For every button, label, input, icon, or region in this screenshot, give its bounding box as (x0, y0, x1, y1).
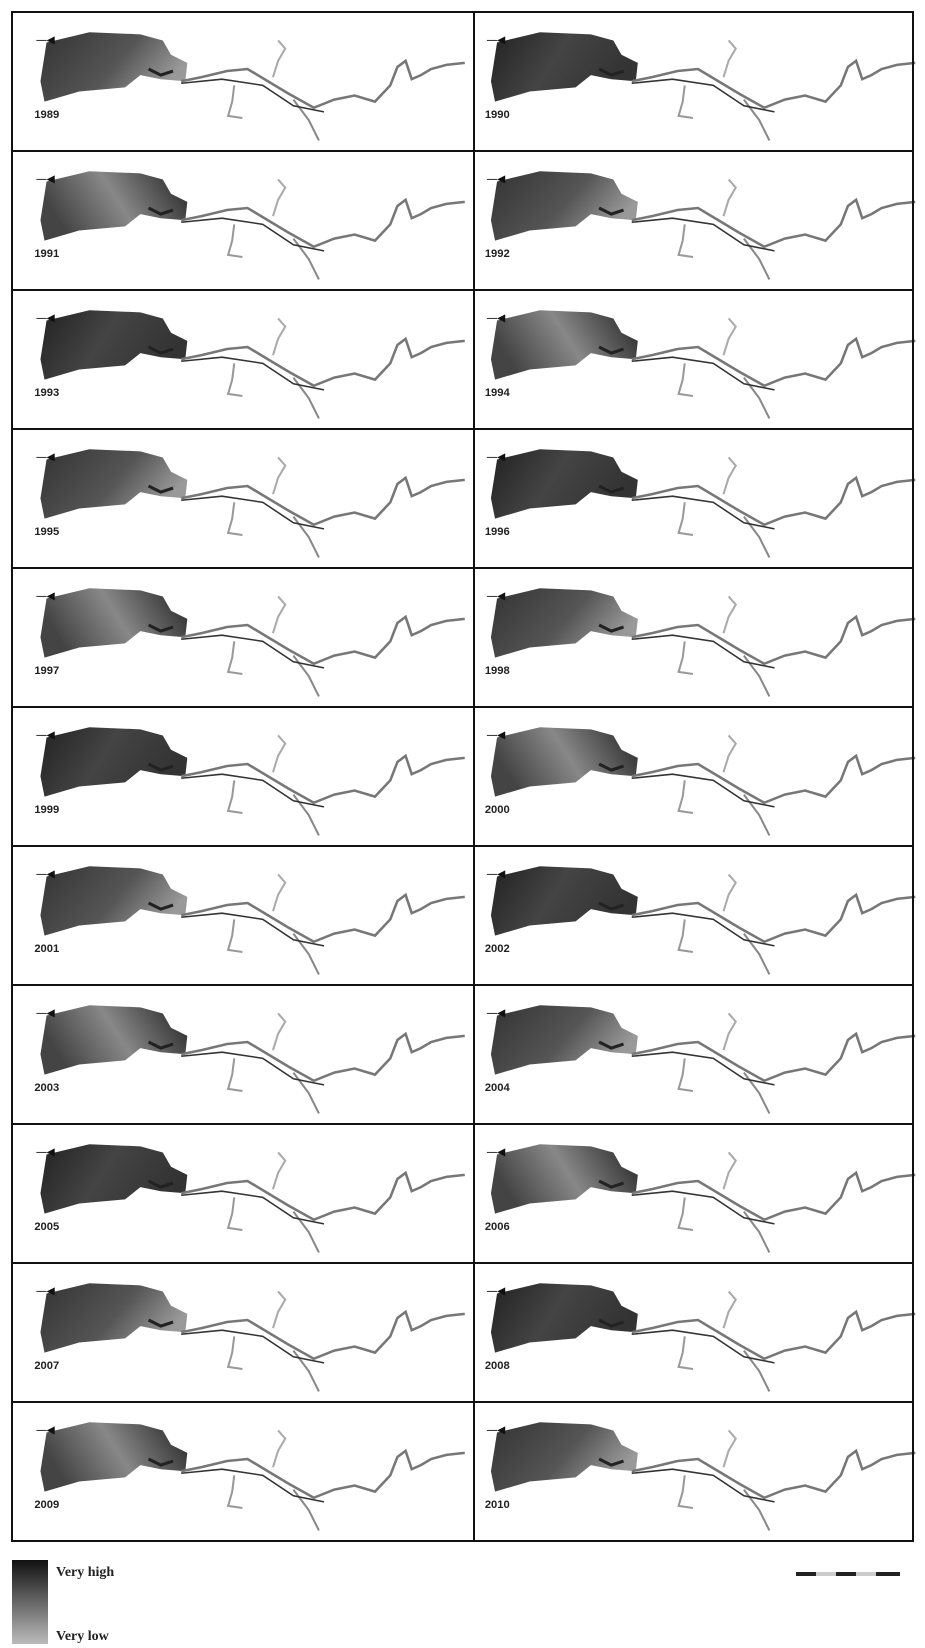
map-panel: 1999 (34, 727, 464, 835)
lake-shape (491, 1144, 638, 1213)
year-label: 2008 (485, 1360, 510, 1372)
year-label: 2006 (485, 1221, 510, 1233)
map-panel: 1990 (485, 32, 915, 140)
lake-shape (491, 727, 638, 796)
year-label: 2010 (485, 1499, 510, 1511)
year-label: 2009 (34, 1499, 59, 1511)
year-label: 2000 (485, 804, 510, 816)
year-label: 1989 (34, 109, 59, 121)
lake-shape (491, 310, 638, 379)
year-label: 1994 (485, 387, 511, 399)
lake-shape (491, 171, 638, 240)
map-panel: 2007 (34, 1283, 464, 1391)
page: 1989 1990 1991 1992 1993 1994 1995 1996 1997 1998… (0, 0, 925, 1648)
year-label: 1996 (485, 526, 510, 538)
year-label: 1991 (34, 248, 59, 260)
map-panel: 2002 (485, 866, 915, 974)
lake-shape (491, 1283, 638, 1352)
lake-shape (40, 588, 187, 657)
map-panel: 2008 (485, 1283, 915, 1391)
year-label: 1990 (485, 109, 510, 121)
map-panel: 1992 (485, 171, 915, 279)
legend-high: Very high (56, 1565, 114, 1580)
year-label: 1999 (34, 804, 59, 816)
lake-shape (40, 1283, 187, 1352)
map-panel: 1993 (34, 310, 464, 418)
map-panel: 1989 (34, 32, 464, 140)
year-label: 2002 (485, 943, 510, 955)
lake-shape (40, 1005, 187, 1074)
year-label: 1997 (34, 665, 59, 677)
year-label: 1992 (485, 248, 510, 260)
scale-bar (796, 1572, 900, 1576)
map-panel: 1994 (485, 310, 915, 418)
lake-shape (491, 449, 638, 518)
panel-grid: 1989 1990 1991 1992 1993 1994 1995 1996 1997 1998… (12, 32, 915, 1530)
map-panel: 2009 (34, 1422, 464, 1530)
map-panel: 2004 (485, 1005, 915, 1113)
map-panel: 1998 (485, 588, 915, 696)
lake-shape (491, 866, 638, 935)
map-panel: 2010 (485, 1422, 915, 1530)
year-label: 2003 (34, 1082, 59, 1094)
year-label: 1993 (34, 387, 59, 399)
map-panel: 1991 (34, 171, 464, 279)
lake-shape (491, 1005, 638, 1074)
legend-low: Very low (56, 1629, 110, 1644)
year-label: 2004 (485, 1082, 511, 1094)
lake-shape (40, 310, 187, 379)
year-label: 2005 (34, 1221, 59, 1233)
map-panel: 2005 (34, 1144, 464, 1252)
map-panel: 2006 (485, 1144, 915, 1252)
year-label: 2001 (34, 943, 59, 955)
lake-shape (40, 449, 187, 518)
lake-shape (40, 32, 187, 101)
lake-shape (491, 588, 638, 657)
lake-shape (40, 171, 187, 240)
lake-shape (40, 1144, 187, 1213)
lake-shape (491, 1422, 638, 1491)
lake-shape (491, 32, 638, 101)
legend-ramp (12, 1560, 48, 1644)
lake-shape (40, 727, 187, 796)
map-panel: 1995 (34, 449, 464, 557)
map-panel: 1997 (34, 588, 464, 696)
map-panel: 2000 (485, 727, 915, 835)
map-panel: 2001 (34, 866, 464, 974)
figure: 1989 1990 1991 1992 1993 1994 1995 1996 1997 1998… (0, 0, 925, 1648)
year-label: 1998 (485, 665, 510, 677)
map-panel: 2003 (34, 1005, 464, 1113)
map-panel: 1996 (485, 449, 915, 557)
year-label: 1995 (34, 526, 59, 538)
lake-shape (40, 866, 187, 935)
lake-shape (40, 1422, 187, 1491)
year-label: 2007 (34, 1360, 59, 1372)
